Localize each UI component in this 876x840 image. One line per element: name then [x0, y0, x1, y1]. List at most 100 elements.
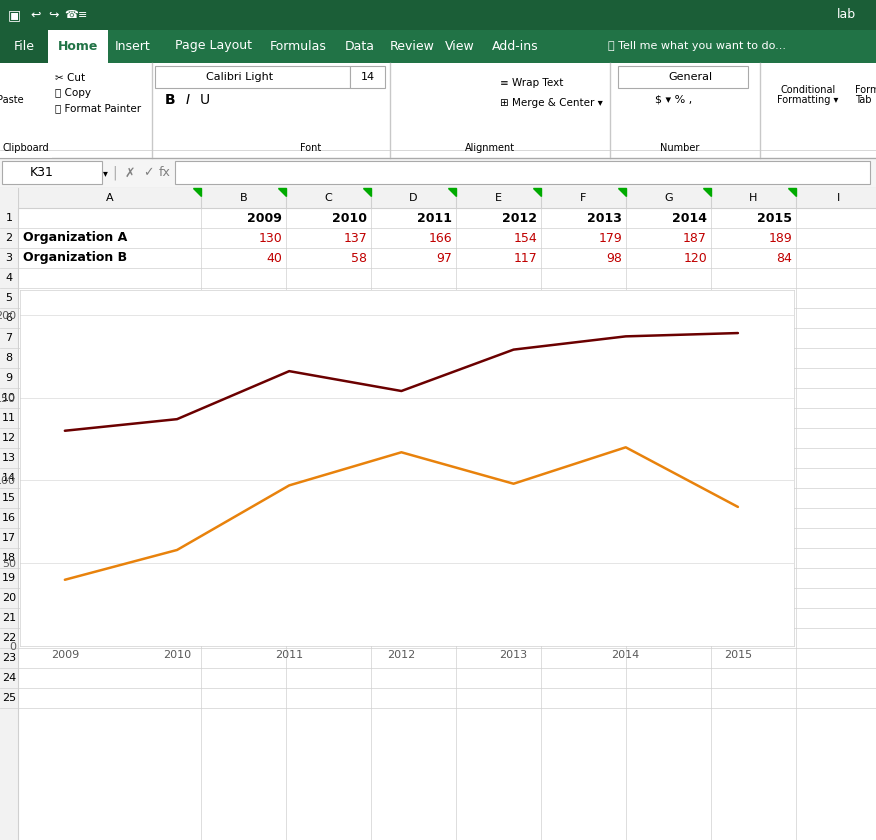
Text: General: General	[668, 72, 712, 82]
Text: 166: 166	[428, 232, 452, 244]
Polygon shape	[363, 188, 371, 196]
Text: Forma: Forma	[855, 85, 876, 95]
Text: 58: 58	[351, 251, 367, 265]
Text: 8: 8	[5, 353, 12, 363]
Text: 17: 17	[2, 533, 16, 543]
Text: ✂ Cut: ✂ Cut	[55, 73, 85, 83]
Text: G: G	[664, 193, 673, 203]
Text: ↩: ↩	[30, 8, 40, 22]
Text: |: |	[113, 165, 117, 181]
Bar	[0, 158, 876, 188]
Text: 10: 10	[2, 393, 16, 403]
Text: 9: 9	[5, 373, 12, 383]
Text: 12: 12	[2, 433, 16, 443]
Text: 130: 130	[258, 232, 282, 244]
Bar	[618, 66, 748, 88]
Text: Organization A: Organization A	[23, 232, 127, 244]
Text: 14: 14	[2, 473, 16, 483]
Text: View: View	[445, 39, 475, 52]
Bar	[0, 208, 18, 840]
Text: ↪: ↪	[48, 8, 59, 22]
Text: C: C	[325, 193, 332, 203]
Polygon shape	[278, 188, 286, 196]
Bar	[0, 63, 876, 158]
Text: H: H	[749, 193, 758, 203]
Text: ✓: ✓	[143, 166, 153, 180]
Text: E: E	[495, 193, 502, 203]
Text: K31: K31	[30, 166, 54, 180]
Text: Paste: Paste	[0, 95, 24, 105]
Text: fx: fx	[159, 166, 171, 180]
Bar	[175, 161, 870, 184]
Text: 🖌 Format Painter: 🖌 Format Painter	[55, 103, 141, 113]
Text: ▣: ▣	[8, 8, 21, 22]
Text: 24: 24	[2, 673, 16, 683]
Text: 2009: 2009	[247, 212, 282, 224]
Text: 2011: 2011	[417, 212, 452, 224]
Text: 1: 1	[5, 213, 12, 223]
Text: Calibri Light: Calibri Light	[207, 72, 273, 82]
Text: 21: 21	[2, 613, 16, 623]
Text: ⎘ Copy: ⎘ Copy	[55, 88, 91, 98]
Bar	[2, 161, 102, 184]
Text: Formulas: Formulas	[270, 39, 327, 52]
Text: 19: 19	[2, 573, 16, 583]
Text: lab: lab	[837, 8, 856, 22]
Text: $ ▾ % ,: $ ▾ % ,	[655, 95, 692, 105]
Text: 2014: 2014	[672, 212, 707, 224]
Text: 7: 7	[5, 333, 12, 343]
Bar	[0, 30, 48, 63]
Text: B: B	[165, 93, 175, 107]
Bar	[0, 0, 876, 30]
Bar	[0, 188, 18, 208]
Text: 40: 40	[266, 251, 282, 265]
Text: 187: 187	[683, 232, 707, 244]
Text: B: B	[240, 193, 247, 203]
Polygon shape	[533, 188, 541, 196]
Bar	[48, 30, 108, 63]
Text: 2: 2	[5, 233, 12, 243]
Text: Formatting ▾: Formatting ▾	[777, 95, 838, 105]
Text: ⊞ Merge & Center ▾: ⊞ Merge & Center ▾	[500, 98, 603, 108]
Text: Home: Home	[58, 39, 98, 52]
Text: 3: 3	[5, 253, 12, 263]
Bar	[0, 30, 876, 63]
Text: 6: 6	[5, 313, 12, 323]
Bar	[0, 63, 52, 158]
Text: 14: 14	[361, 72, 375, 82]
Text: Number: Number	[661, 143, 700, 153]
Text: 97: 97	[436, 251, 452, 265]
Text: Add-ins: Add-ins	[492, 39, 539, 52]
Text: 13: 13	[2, 453, 16, 463]
Text: Insert: Insert	[115, 39, 151, 52]
Bar	[0, 188, 876, 840]
Text: 2015: 2015	[757, 212, 792, 224]
Text: 2010: 2010	[332, 212, 367, 224]
Text: 18: 18	[2, 553, 16, 563]
Text: 98: 98	[606, 251, 622, 265]
Text: F: F	[580, 193, 587, 203]
Text: 22: 22	[2, 633, 16, 643]
Text: 23: 23	[2, 653, 16, 663]
Text: 137: 137	[343, 232, 367, 244]
Bar	[0, 188, 876, 208]
Polygon shape	[618, 188, 626, 196]
Text: ☎: ☎	[64, 10, 78, 20]
Polygon shape	[448, 188, 456, 196]
Text: U: U	[200, 93, 210, 107]
Text: 25: 25	[2, 693, 16, 703]
Text: 84: 84	[776, 251, 792, 265]
Text: ≡ Wrap Text: ≡ Wrap Text	[500, 78, 563, 88]
Text: 2012: 2012	[502, 212, 537, 224]
Text: ≡: ≡	[78, 10, 88, 20]
Text: I: I	[837, 193, 840, 203]
Text: 16: 16	[2, 513, 16, 523]
Text: 4: 4	[5, 273, 12, 283]
Text: File: File	[13, 39, 34, 52]
Bar	[350, 66, 385, 88]
Text: 🔍 Tell me what you want to do...: 🔍 Tell me what you want to do...	[608, 41, 786, 51]
Text: 117: 117	[513, 251, 537, 265]
Text: 5: 5	[5, 293, 12, 303]
Text: D: D	[409, 193, 418, 203]
Text: I: I	[186, 93, 190, 107]
